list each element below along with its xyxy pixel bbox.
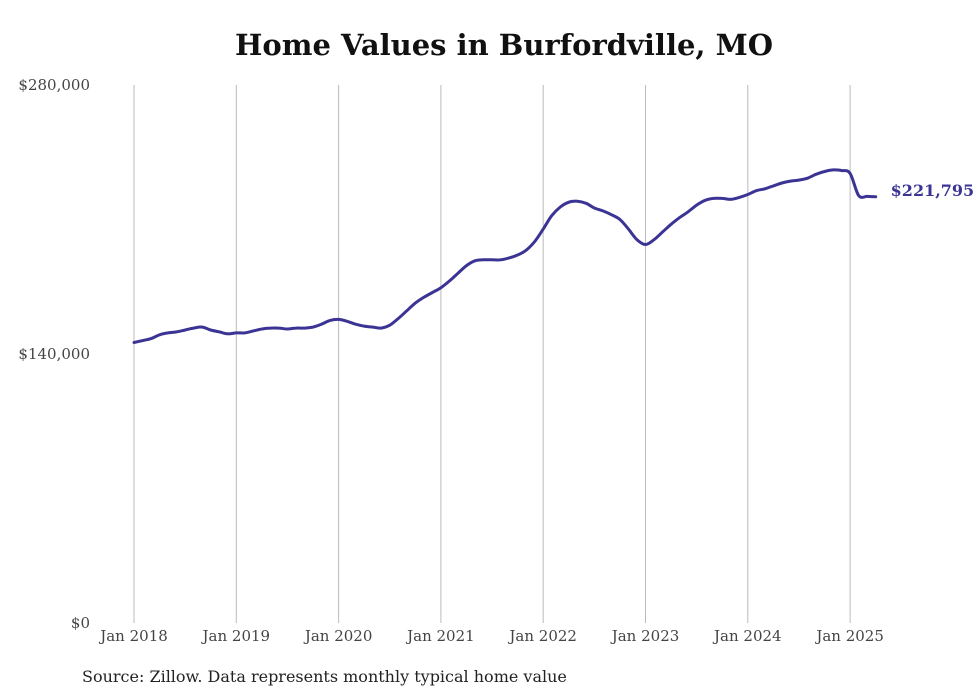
y-tick-label: $280,000 xyxy=(18,76,90,94)
series-line xyxy=(132,168,878,344)
end-label-layer: $221,795 xyxy=(891,181,975,200)
y-tick-label: $0 xyxy=(71,614,90,632)
x-axis-ticks: Jan 2018 Jan 2019 Jan 2020 Jan 2021 Jan 2022… xyxy=(98,627,884,645)
x-tick-label: Jan 2024 xyxy=(712,627,782,645)
chart-title: Home Values in Burfordville, MO xyxy=(235,28,773,62)
x-tick-label: Jan 2025 xyxy=(814,627,884,645)
x-tick-label: Jan 2023 xyxy=(610,627,680,645)
x-tick-label: Jan 2019 xyxy=(201,627,271,645)
grid-lines xyxy=(133,85,851,623)
series-layer xyxy=(132,168,878,344)
x-tick-label: Jan 2022 xyxy=(507,627,577,645)
end-value-label: $221,795 xyxy=(891,181,975,200)
source-note: Source: Zillow. Data represents monthly … xyxy=(82,667,567,686)
x-tick-label: Jan 2021 xyxy=(405,627,475,645)
x-tick-label: Jan 2020 xyxy=(303,627,373,645)
y-axis-ticks: $0 $140,000 $280,000 xyxy=(18,76,90,632)
line-chart: $0$140,000$280,000 Jan 2018 Jan 2019 Jan 2… xyxy=(18,76,975,645)
x-tick-label: Jan 2018 xyxy=(98,627,168,645)
y-tick-label: $140,000 xyxy=(18,345,90,363)
